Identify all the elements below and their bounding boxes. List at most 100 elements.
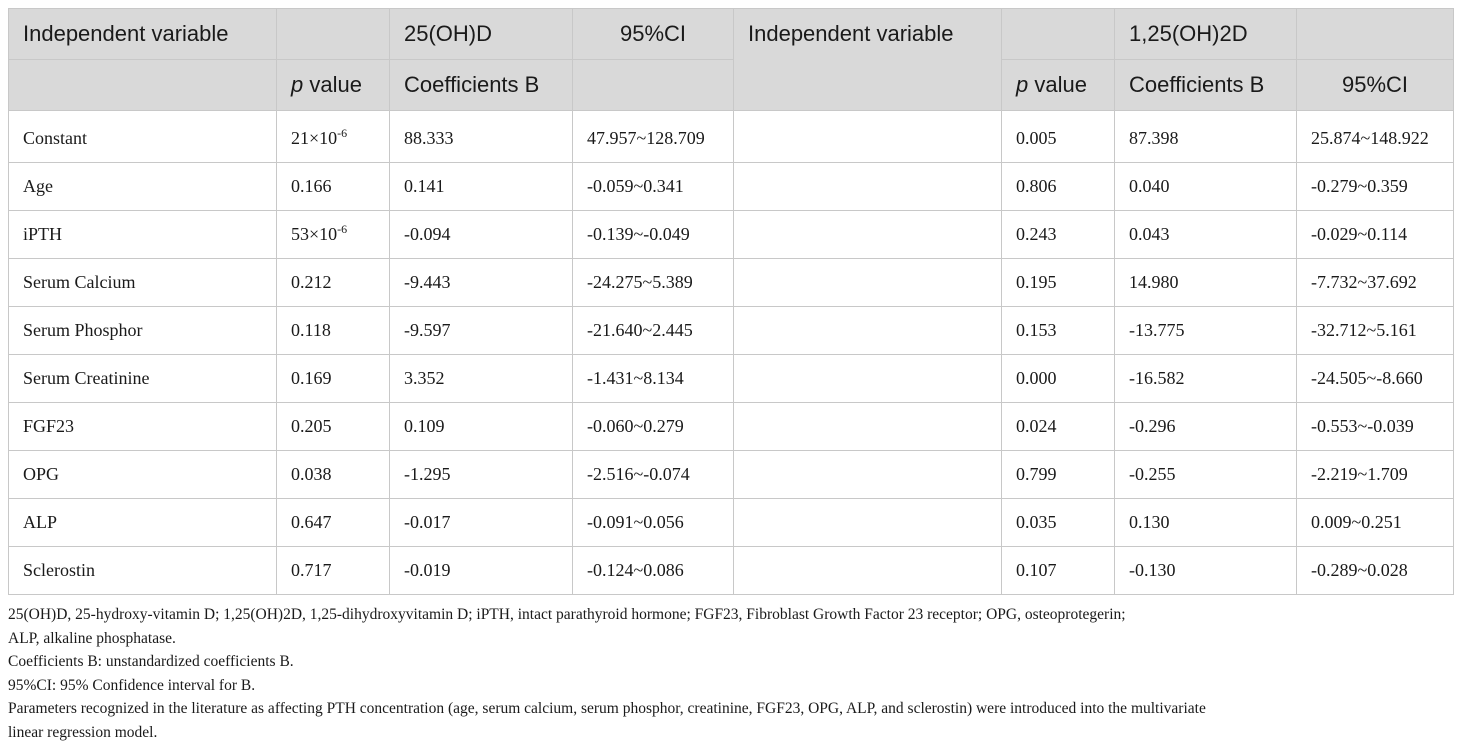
cell-ci-1-25ohd2: -0.553~-0.039 (1296, 402, 1454, 451)
cell-p-value-25ohd: 53×10-6 (276, 210, 390, 259)
p-value-base: 0.205 (291, 416, 332, 436)
footnote-coefficients: Coefficients B: unstandardized coefficie… (8, 653, 294, 670)
p-value-base: 21×10 (291, 128, 338, 148)
cell-p-value-25ohd: 0.118 (276, 306, 390, 355)
footnote-confidence-interval: 95%CI: 95% Confidence interval for B. (8, 676, 256, 694)
header-coefficients-left: Coefficients B (389, 59, 573, 111)
p-value-base: 0.717 (291, 560, 332, 580)
header-ci-right: 95%CI (1296, 59, 1454, 111)
cell-coefficient-1-25ohd2: 0.043 (1114, 210, 1297, 259)
cell-variable-name: FGF23 (8, 402, 277, 451)
cell-p-value-25ohd: 0.038 (276, 450, 390, 499)
cell-empty (733, 402, 1002, 451)
p-value-base: 0.166 (291, 176, 332, 196)
cell-empty (733, 306, 1002, 355)
cell-coefficient-25ohd: 3.352 (389, 354, 573, 403)
header-empty-cell (1001, 8, 1115, 60)
cell-p-value-1-25ohd2: 0.243 (1001, 210, 1115, 259)
cell-coefficient-25ohd: 0.141 (389, 162, 573, 211)
table-row: OPG 0.038 -1.295 -2.516~-0.074 0.799 -0.255 -2… (8, 450, 1454, 499)
header-group-25ohd: 25(OH)D (389, 8, 573, 60)
cell-variable-name: OPG (8, 450, 277, 499)
table-row: Serum Phosphor 0.118 -9.597 -21.640~2.445 0.… (8, 306, 1454, 355)
cell-ci-25ohd: -0.060~0.279 (572, 402, 734, 451)
cell-empty (733, 258, 1002, 307)
cell-coefficient-25ohd: 88.333 (389, 110, 573, 163)
cell-coefficient-25ohd: -9.597 (389, 306, 573, 355)
cell-coefficient-1-25ohd2: 14.980 (1114, 258, 1297, 307)
cell-coefficient-25ohd: 0.109 (389, 402, 573, 451)
cell-ci-1-25ohd2: -2.219~1.709 (1296, 450, 1454, 499)
cell-empty (733, 162, 1002, 211)
header-independent-variable-left: Independent variable (8, 8, 277, 60)
cell-p-value-25ohd: 0.212 (276, 258, 390, 307)
cell-coefficient-1-25ohd2: 0.040 (1114, 162, 1297, 211)
cell-p-value-25ohd: 0.647 (276, 498, 390, 547)
cell-ci-1-25ohd2: 25.874~148.922 (1296, 110, 1454, 163)
p-value-base: 0.038 (291, 464, 332, 484)
cell-p-value-1-25ohd2: 0.005 (1001, 110, 1115, 163)
cell-ci-25ohd: 47.957~128.709 (572, 110, 734, 163)
table-row: Constant 21×10-6 88.333 47.957~128.709 0.005… (8, 110, 1454, 163)
cell-p-value-25ohd: 0.205 (276, 402, 390, 451)
cell-variable-name: ALP (8, 498, 277, 547)
cell-empty (733, 210, 1002, 259)
p-value-exponent: -6 (337, 126, 348, 140)
cell-p-value-25ohd: 0.166 (276, 162, 390, 211)
cell-p-value-1-25ohd2: 0.107 (1001, 546, 1115, 595)
cell-variable-name: Age (8, 162, 277, 211)
cell-p-value-1-25ohd2: 0.153 (1001, 306, 1115, 355)
cell-ci-1-25ohd2: 0.009~0.251 (1296, 498, 1454, 547)
cell-empty (733, 498, 1002, 547)
header-group-1-25ohd2: 1,25(OH)2D (1114, 8, 1297, 60)
table-row: Serum Creatinine 0.169 3.352 -1.431~8.134 0.… (8, 354, 1454, 403)
cell-ci-1-25ohd2: -0.279~0.359 (1296, 162, 1454, 211)
cell-p-value-1-25ohd2: 0.035 (1001, 498, 1115, 547)
cell-ci-1-25ohd2: -7.732~37.692 (1296, 258, 1454, 307)
cell-p-value-1-25ohd2: 0.024 (1001, 402, 1115, 451)
cell-variable-name: Serum Calcium (8, 258, 277, 307)
cell-coefficient-25ohd: -0.017 (389, 498, 573, 547)
cell-p-value-1-25ohd2: 0.799 (1001, 450, 1115, 499)
cell-empty (733, 450, 1002, 499)
table-row: ALP 0.647 -0.017 -0.091~0.056 0.035 0.130 0.00… (8, 498, 1454, 547)
cell-ci-25ohd: -24.275~5.389 (572, 258, 734, 307)
header-p-value-right: p value (1001, 59, 1115, 111)
cell-coefficient-1-25ohd2: 87.398 (1114, 110, 1297, 163)
cell-coefficient-25ohd: -9.443 (389, 258, 573, 307)
p-value-exponent: -6 (337, 222, 348, 236)
table-row: Sclerostin 0.717 -0.019 -0.124~0.086 0.107 -0… (8, 546, 1454, 595)
header-row-2: p value Coefficients B p value Coefficie… (8, 59, 1454, 111)
cell-ci-1-25ohd2: -0.289~0.028 (1296, 546, 1454, 595)
cell-ci-25ohd: -0.124~0.086 (572, 546, 734, 595)
cell-variable-name: iPTH (8, 210, 277, 259)
cell-p-value-1-25ohd2: 0.806 (1001, 162, 1115, 211)
header-empty-cell (276, 8, 390, 60)
footnote-parameters-line-1: Parameters recognized in the literature … (8, 700, 1206, 717)
table-row: Serum Calcium 0.212 -9.443 -24.275~5.389 0.1… (8, 258, 1454, 307)
cell-p-value-25ohd: 0.717 (276, 546, 390, 595)
header-coefficients-right: Coefficients B (1114, 59, 1297, 111)
p-symbol: p (1016, 72, 1029, 97)
cell-p-value-1-25ohd2: 0.195 (1001, 258, 1115, 307)
cell-ci-25ohd: -0.059~0.341 (572, 162, 734, 211)
cell-empty (733, 546, 1002, 595)
cell-ci-1-25ohd2: -24.505~-8.660 (1296, 354, 1454, 403)
cell-coefficient-25ohd: -0.094 (389, 210, 573, 259)
cell-variable-name: Constant (8, 110, 277, 163)
cell-ci-25ohd: -21.640~2.445 (572, 306, 734, 355)
footnote-parameters-line-2: linear regression model. (8, 723, 158, 741)
header-independent-variable-right: Independent variable (733, 8, 1002, 111)
cell-coefficient-1-25ohd2: -0.296 (1114, 402, 1297, 451)
cell-coefficient-25ohd: -0.019 (389, 546, 573, 595)
table-footnotes: 25(OH)D, 25-hydroxy-vitamin D; 1,25(OH)2… (8, 603, 1458, 744)
value-word: value (309, 72, 362, 97)
cell-ci-25ohd: -2.516~-0.074 (572, 450, 734, 499)
cell-ci-1-25ohd2: -32.712~5.161 (1296, 306, 1454, 355)
footnote-abbreviations-line-2: ALP, alkaline phosphatase. (8, 629, 176, 647)
cell-p-value-25ohd: 0.169 (276, 354, 390, 403)
cell-p-value-1-25ohd2: 0.000 (1001, 354, 1115, 403)
cell-ci-25ohd: -1.431~8.134 (572, 354, 734, 403)
cell-ci-25ohd: -0.091~0.056 (572, 498, 734, 547)
header-empty-cell (8, 59, 277, 111)
